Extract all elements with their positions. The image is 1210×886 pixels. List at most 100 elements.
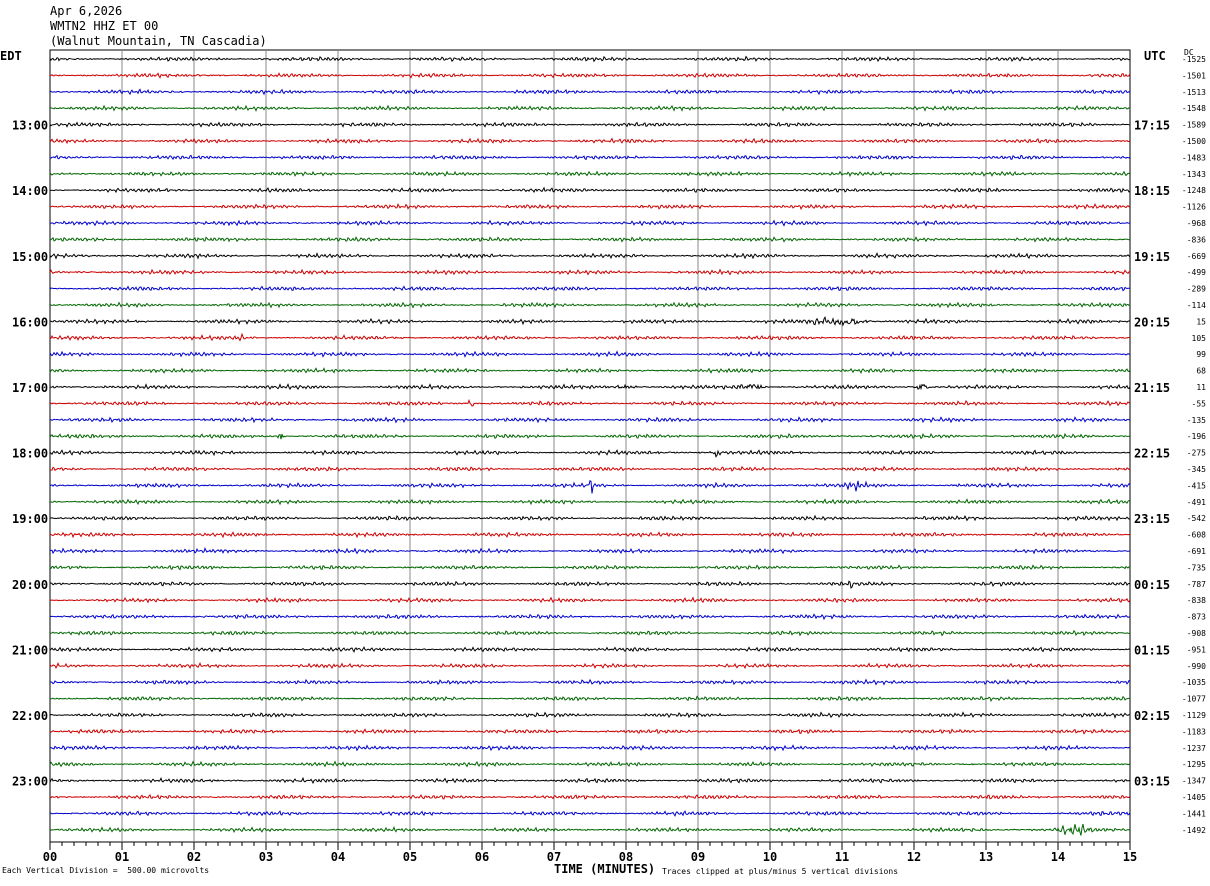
dc-offset-label: -1035 [1182, 678, 1206, 687]
dc-offset-label: -1077 [1182, 695, 1206, 704]
dc-offset-label: -1126 [1182, 203, 1206, 212]
plot-frame [49, 49, 1131, 843]
seismic-trace [49, 170, 1131, 178]
seismic-trace [49, 514, 1131, 522]
dc-offset-label: -196 [1187, 432, 1206, 441]
date-label: Apr 6,2026 [50, 4, 123, 18]
seismic-trace [49, 332, 1131, 342]
dc-offset-label: -1492 [1182, 826, 1206, 835]
dc-label: DC [1184, 48, 1194, 57]
x-tick-label: 12 [907, 850, 921, 864]
seismic-trace [49, 629, 1131, 637]
dc-offset-label: -55 [1192, 399, 1207, 408]
dc-offset-label: -415 [1187, 481, 1206, 490]
right-hour-label: 22:15 [1134, 447, 1170, 461]
seismic-trace [49, 72, 1131, 79]
dc-offset-label: -669 [1187, 252, 1206, 261]
dc-offset-label: 99 [1196, 350, 1206, 359]
dc-offset-label: -836 [1187, 235, 1206, 244]
x-tick-label: 14 [1051, 850, 1065, 864]
x-tick-label: 11 [835, 850, 849, 864]
left-hour-label: 14:00 [12, 184, 48, 198]
dc-offset-label: -1500 [1182, 137, 1206, 146]
seismic-trace [49, 301, 1131, 309]
dc-offset-label: -1343 [1182, 170, 1206, 179]
dc-offset-label: -990 [1187, 662, 1206, 671]
seismic-trace [50, 236, 1131, 243]
dc-offset-label: -1525 [1182, 55, 1206, 64]
dc-offset-label: -1129 [1182, 711, 1206, 720]
dc-offset-label: 105 [1192, 334, 1207, 343]
dc-offset-label: -1501 [1182, 71, 1206, 80]
left-hour-label: 17:00 [12, 381, 48, 395]
seismic-trace [49, 744, 1131, 752]
seismic-trace [49, 760, 1131, 768]
seismic-trace [49, 794, 1131, 800]
x-tick-label: 01 [115, 850, 129, 864]
scale-note: Each Vertical Division = 500.00 microvol… [2, 866, 210, 875]
seismic-trace [49, 432, 1131, 440]
dc-offset-label: -345 [1187, 465, 1206, 474]
x-tick-label: 00 [43, 850, 57, 864]
seismic-trace [49, 285, 1131, 292]
seismic-trace [49, 596, 1131, 604]
seismic-trace [49, 350, 1131, 358]
x-tick-label: 04 [331, 850, 345, 864]
seismic-trace [49, 416, 1131, 424]
x-tick-label: 05 [403, 850, 417, 864]
dc-offset-label: -1441 [1182, 809, 1206, 818]
seismic-trace [49, 55, 1131, 63]
x-tick-label: 13 [979, 850, 993, 864]
x-axis-label: TIME (MINUTES) [554, 862, 656, 876]
x-tick-label: 06 [475, 850, 489, 864]
seismic-trace [49, 398, 1131, 407]
dc-offset-label: -135 [1187, 416, 1206, 425]
left-hour-label: 18:00 [12, 447, 48, 461]
x-tick-label: 10 [763, 850, 777, 864]
seismic-trace [49, 547, 1131, 555]
seismic-trace [49, 465, 1131, 473]
seismic-trace [49, 203, 1131, 210]
dc-offset-label: -1513 [1182, 88, 1206, 97]
seismic-trace [49, 678, 1131, 686]
seismic-trace [49, 268, 1131, 276]
seismic-trace [49, 104, 1131, 112]
dc-offset-label: -1405 [1182, 793, 1206, 802]
dc-offset-label: -735 [1187, 563, 1206, 572]
seismic-trace [49, 498, 1131, 506]
dc-offset-label: -1237 [1182, 744, 1206, 753]
location-label: (Walnut Mountain, TN Cascadia) [50, 34, 267, 48]
x-tick-label: 15 [1123, 850, 1137, 864]
clip-note: Traces clipped at plus/minus 5 vertical … [662, 867, 899, 876]
x-tick-label: 02 [187, 850, 201, 864]
right-hour-label: 00:15 [1134, 578, 1170, 592]
seismic-trace [49, 315, 1131, 327]
right-hour-label: 17:15 [1134, 119, 1170, 133]
seismic-trace [49, 613, 1131, 621]
seismic-trace [49, 646, 1131, 653]
dc-offset-label: -951 [1187, 645, 1206, 654]
x-tick-label: 03 [259, 850, 273, 864]
dc-offset-label: -908 [1187, 629, 1206, 638]
right-hour-label: 01:15 [1134, 643, 1170, 657]
left-hour-label: 23:00 [12, 775, 48, 789]
right-hour-label: 03:15 [1134, 775, 1170, 789]
seismic-trace [49, 219, 1131, 227]
dc-offset-label: -838 [1187, 596, 1206, 605]
right-timezone-label: UTC [1144, 49, 1166, 63]
seismic-trace [49, 728, 1131, 735]
dc-offset-label: -499 [1187, 268, 1206, 277]
dc-offset-label: 11 [1196, 383, 1206, 392]
right-hour-label: 18:15 [1134, 184, 1170, 198]
dc-offset-label: -491 [1187, 498, 1206, 507]
seismic-trace [49, 154, 1131, 161]
dc-offset-label: -1548 [1182, 104, 1206, 113]
left-timezone-label: EDT [0, 49, 22, 63]
dc-offset-label: -1248 [1182, 186, 1206, 195]
seismic-trace [49, 252, 1131, 260]
dc-offset-label: -1295 [1182, 760, 1206, 769]
station-label: WMTN2 HHZ ET 00 [50, 19, 159, 33]
right-hour-label: 19:15 [1134, 250, 1170, 264]
seismic-trace [49, 367, 1131, 374]
